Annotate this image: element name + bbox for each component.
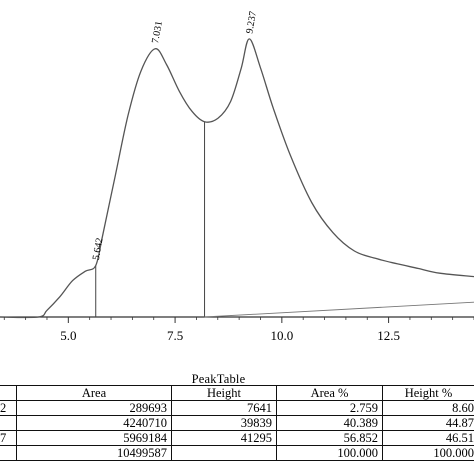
chromatogram-chart: 5.642 7.031 9.237 5.0 7.5 10.0 12.5 (0, 10, 474, 343)
area-cell: 5969184 (16, 430, 172, 446)
height-percent-cell: 44.87 (382, 415, 474, 431)
table-row: 2 289693 7641 2.759 8.60 (0, 400, 474, 416)
baseline-line (204, 301, 474, 318)
header-area: Area (16, 385, 172, 401)
peak-number-cell (0, 445, 17, 461)
area-percent-cell: 56.852 (276, 430, 383, 446)
header-cell (0, 385, 17, 401)
total-area-cell: 10499587 (16, 445, 172, 461)
table-total-row: 10499587 100.000 100.000 (0, 445, 474, 461)
x-tick-label: 7.5 (167, 328, 183, 343)
x-tick-label: 10.0 (270, 328, 293, 343)
area-cell: 4240710 (16, 415, 172, 431)
height-cell: 41295 (171, 430, 277, 446)
peak-table: Area Height Area % Height % 2 289693 764… (0, 385, 474, 461)
peak-retention-label: 7.031 (150, 20, 165, 44)
table-row: 7 5969184 41295 56.852 46.51 (0, 430, 474, 446)
peak-number-cell: 2 (0, 400, 17, 416)
x-tick-label: 12.5 (377, 328, 400, 343)
header-height-percent: Height % (382, 385, 474, 401)
peak-table-title: PeakTable (191, 372, 246, 386)
peak-number-cell (0, 415, 17, 431)
header-area-percent: Area % (276, 385, 383, 401)
x-tick-label: 5.0 (60, 328, 76, 343)
peak-retention-label: 5.642 (91, 237, 106, 261)
height-cell: 7641 (171, 400, 277, 416)
height-cell: 39839 (171, 415, 277, 431)
total-area-percent-cell: 100.000 (276, 445, 383, 461)
area-percent-cell: 2.759 (276, 400, 383, 416)
chromatogram-trace (0, 38, 474, 319)
height-percent-cell: 8.60 (382, 400, 474, 416)
total-height-cell (171, 445, 277, 461)
table-row: 4240710 39839 40.389 44.87 (0, 415, 474, 431)
header-height: Height (171, 385, 277, 401)
height-percent-cell: 46.51 (382, 430, 474, 446)
peak-table-header-row: Area Height Area % Height % (0, 385, 474, 401)
area-cell: 289693 (16, 400, 172, 416)
peak-retention-label: 9.237 (244, 10, 259, 34)
peak-number-cell: 7 (0, 430, 17, 446)
area-percent-cell: 40.389 (276, 415, 383, 431)
total-height-percent-cell: 100.000 (382, 445, 474, 461)
